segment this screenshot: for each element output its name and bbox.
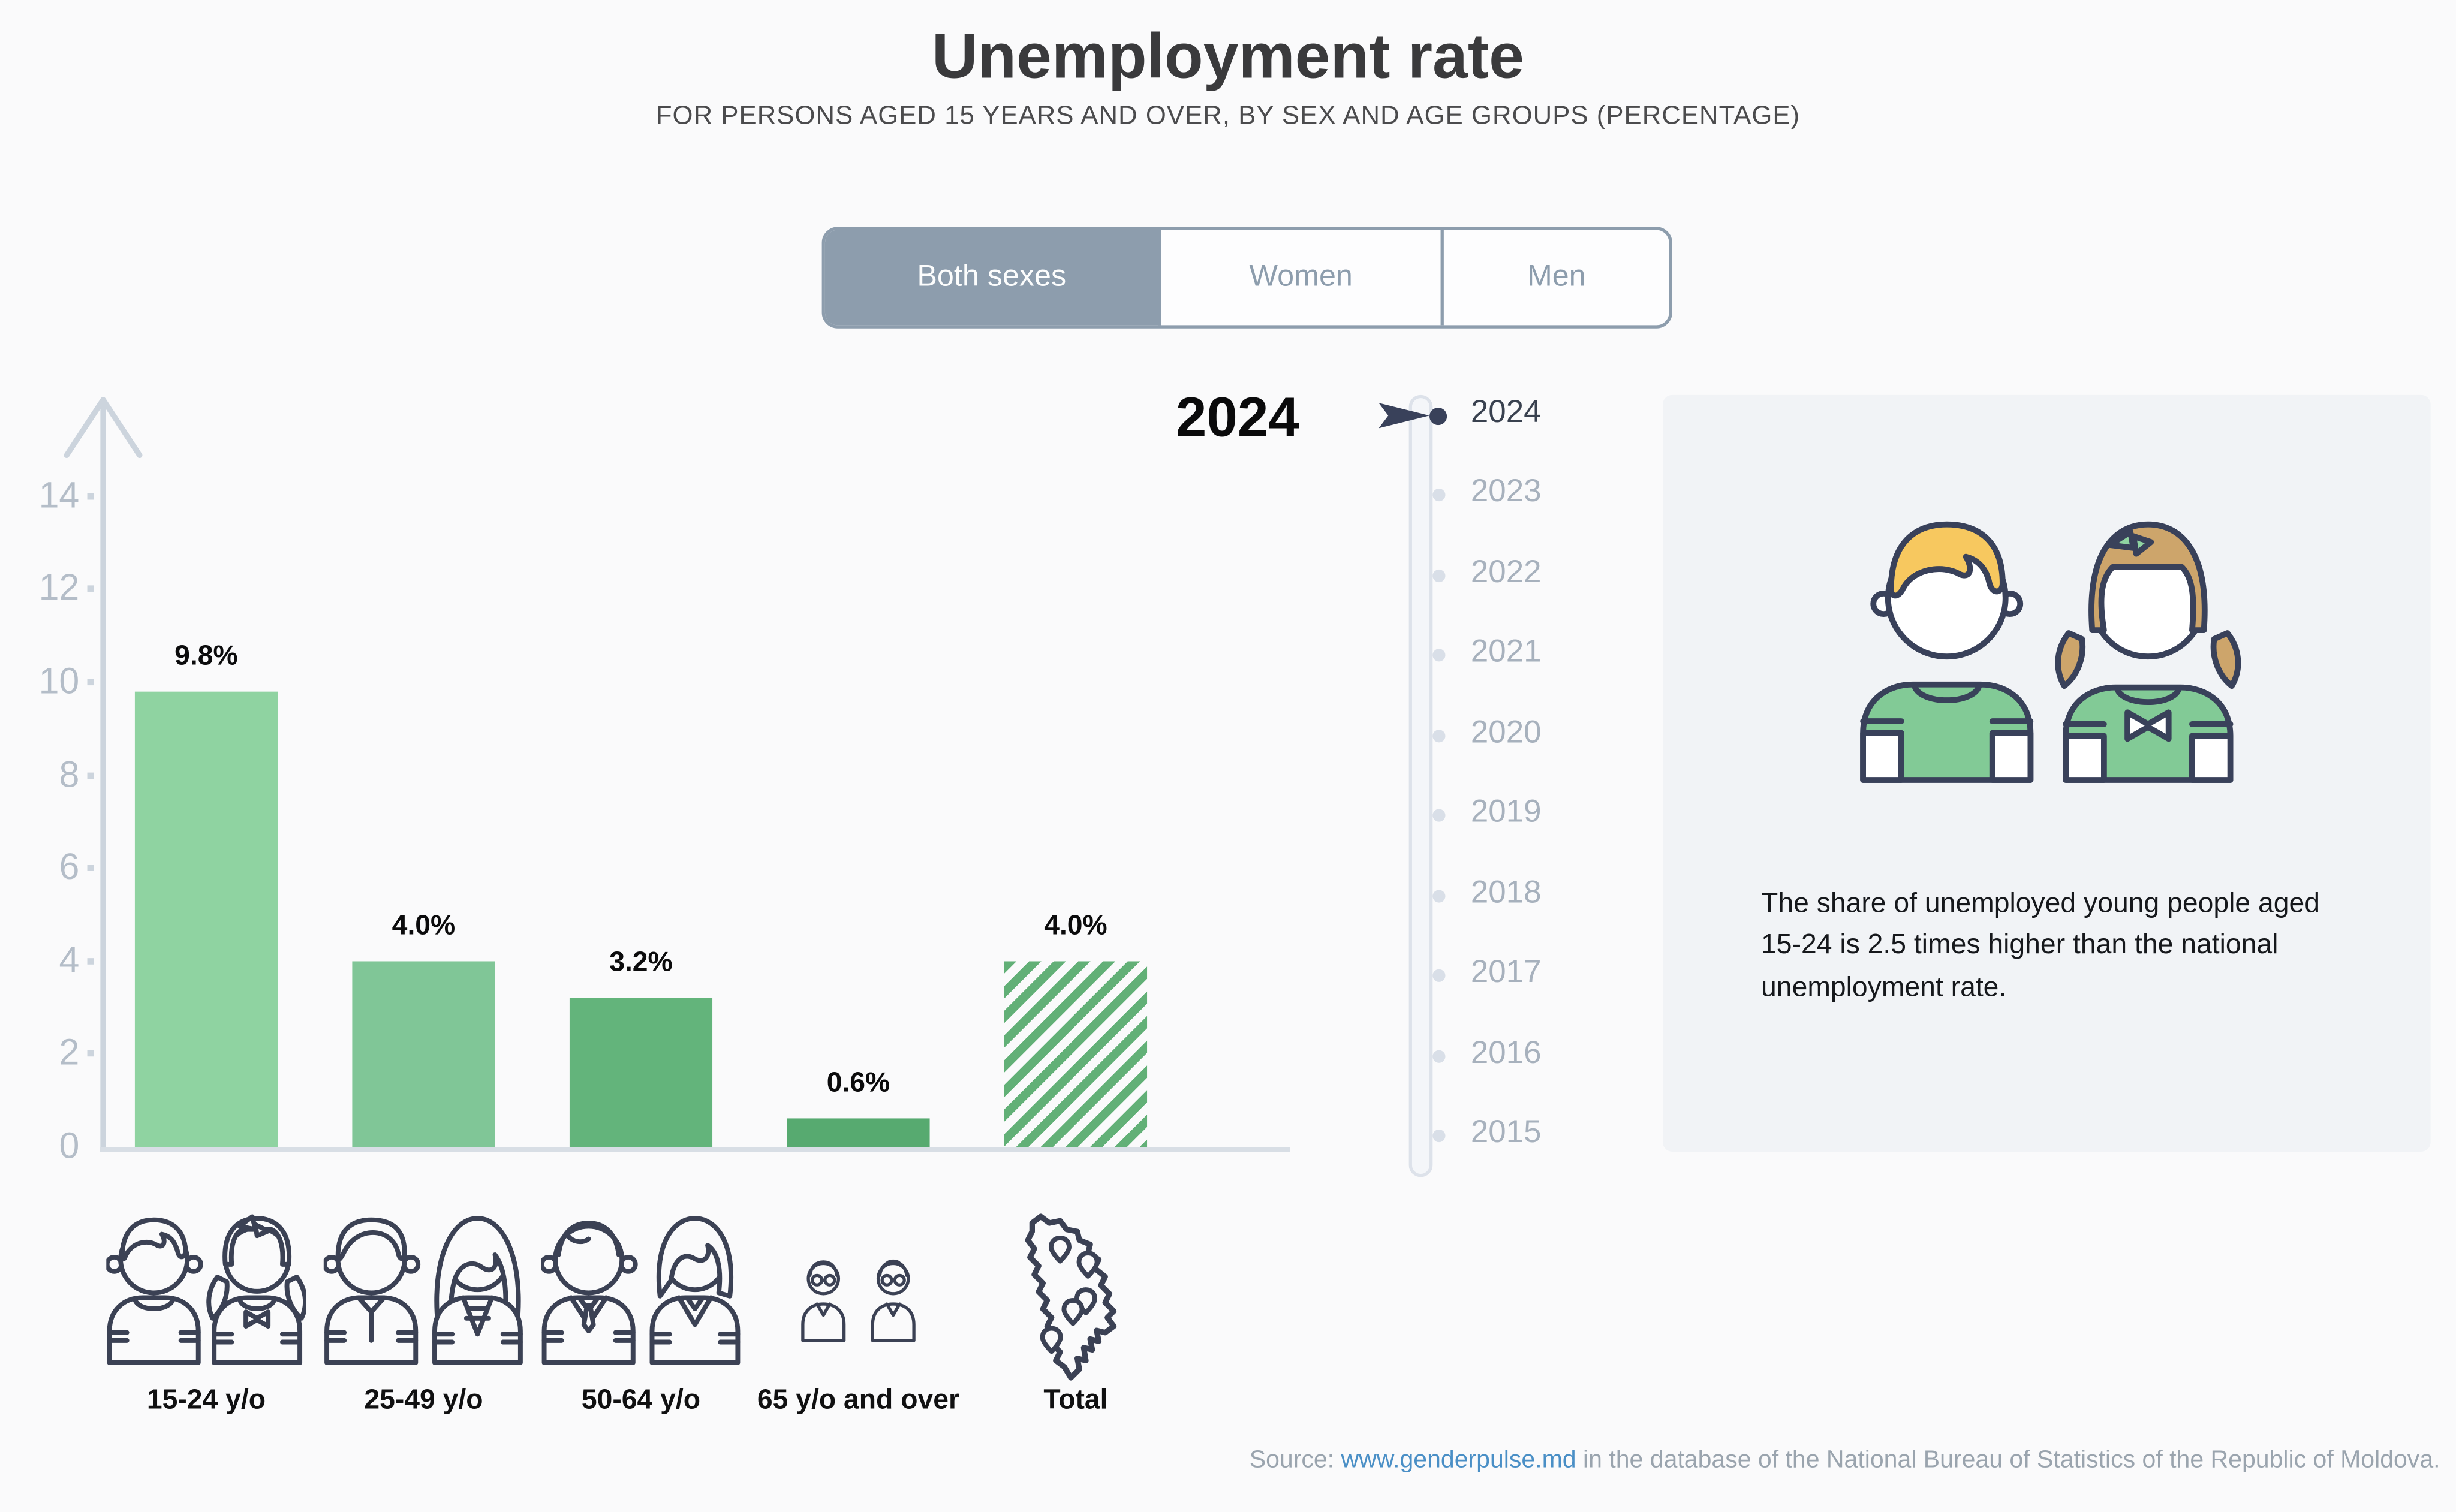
y-axis-tick-mark — [87, 679, 94, 686]
y-axis-tick-label: 10 — [38, 659, 80, 701]
bar-50-64-y-o[interactable] — [569, 998, 713, 1147]
y-axis-tick-label: 12 — [38, 567, 80, 609]
bar-15-24-y-o[interactable] — [134, 691, 278, 1147]
bar-value-label: 4.0% — [392, 909, 456, 941]
category-label-65-over: 65 y/o and over — [757, 1383, 960, 1415]
timeline-dot-2021[interactable] — [1432, 649, 1446, 662]
elderly-couple-icon — [801, 1259, 916, 1342]
page-title: Unemployment rate — [931, 22, 1525, 92]
y-axis-arrow-icon — [64, 397, 143, 459]
timeline-year-2023[interactable]: 2023 — [1470, 475, 1542, 510]
bar-total[interactable] — [1004, 961, 1148, 1147]
bar-25-49-y-o[interactable] — [352, 961, 495, 1147]
source-prefix: Source: — [1249, 1447, 1341, 1474]
timeline-track[interactable] — [1408, 394, 1433, 1177]
y-axis-tick-label: 8 — [59, 752, 80, 794]
sex-filter-tabs: Both sexes Women Men — [821, 227, 1672, 329]
y-axis-tick-label: 14 — [38, 474, 80, 516]
y-axis-tick-label: 2 — [59, 1031, 80, 1073]
info-card — [1663, 394, 2431, 1152]
info-card-text: The share of unemployed young people age… — [1761, 887, 2320, 1002]
moldova-map-icon — [1025, 1213, 1117, 1381]
y-axis — [64, 397, 143, 1149]
page-subtitle: FOR PERSONS AGED 15 YEARS AND OVER, BY S… — [655, 101, 1801, 130]
y-axis-tick-mark — [87, 957, 94, 965]
timeline-dot-2019[interactable] — [1432, 809, 1446, 823]
timeline-year-2016[interactable]: 2016 — [1470, 1035, 1542, 1070]
y-axis-tick-label: 6 — [59, 845, 80, 887]
boy-girl-illustration-icon — [1860, 521, 2241, 783]
source-link[interactable]: www.genderpulse.md — [1341, 1447, 1576, 1474]
y-axis-tick-mark — [87, 865, 94, 872]
timeline-year-2020[interactable]: 2020 — [1470, 715, 1542, 751]
bar-value-label: 4.0% — [1044, 909, 1107, 941]
adult-man-woman-icon — [323, 1216, 523, 1365]
y-axis-tick-mark — [87, 586, 94, 592]
timeline-dot-2016[interactable] — [1432, 1049, 1446, 1062]
bar-value-label: 9.8% — [174, 639, 238, 671]
current-year-label: 2024 — [1175, 387, 1299, 449]
timeline-year-2024[interactable]: 2024 — [1470, 394, 1542, 430]
category-label-total: Total — [1043, 1383, 1108, 1415]
bar-value-label: 3.2% — [609, 945, 673, 977]
timeline-dot-2024[interactable] — [1429, 406, 1447, 424]
y-axis-tick-mark — [87, 772, 94, 779]
timeline-dot-2017[interactable] — [1432, 969, 1446, 983]
timeline-year-2015[interactable]: 2015 — [1470, 1115, 1542, 1150]
timeline-year-2017[interactable]: 2017 — [1470, 955, 1542, 990]
timeline-year-2021[interactable]: 2021 — [1470, 635, 1542, 670]
tab-women[interactable]: Women — [1161, 230, 1444, 326]
source-suffix: in the database of the National Bureau o… — [1576, 1447, 2440, 1474]
x-axis-baseline — [100, 1147, 1290, 1152]
timeline-dot-2018[interactable] — [1432, 889, 1446, 902]
timeline-dot-2023[interactable] — [1432, 489, 1446, 502]
category-label-50-64: 50-64 y/o — [581, 1383, 701, 1415]
y-axis-tick-label: 4 — [59, 938, 80, 980]
timeline-year-2018[interactable]: 2018 — [1470, 875, 1542, 910]
timeline-dot-2022[interactable] — [1432, 569, 1446, 582]
timeline-dot-2020[interactable] — [1432, 729, 1446, 742]
timeline-year-2022[interactable]: 2022 — [1470, 555, 1542, 591]
tab-both-sexes[interactable]: Both sexes — [824, 230, 1161, 326]
bar-value-label: 0.6% — [826, 1066, 890, 1098]
timeline-dot-2015[interactable] — [1432, 1130, 1446, 1143]
y-axis-tick-mark — [87, 493, 94, 499]
category-label-25-49: 25-49 y/o — [364, 1383, 483, 1415]
source-text: Source: www.genderpulse.md in the databa… — [1250, 1447, 2440, 1475]
y-axis-tick-label: 0 — [59, 1125, 80, 1166]
timeline-year-2019[interactable]: 2019 — [1470, 795, 1542, 830]
y-axis-tick-mark — [87, 1050, 94, 1058]
bar-65-y-o-and-over[interactable] — [787, 1118, 930, 1147]
young-boy-girl-icon — [106, 1214, 306, 1365]
tab-men[interactable]: Men — [1527, 260, 1586, 294]
timeline-cursor-icon[interactable] — [1379, 401, 1432, 430]
older-man-woman-icon — [541, 1216, 741, 1365]
category-label-15-24: 15-24 y/o — [146, 1383, 266, 1415]
